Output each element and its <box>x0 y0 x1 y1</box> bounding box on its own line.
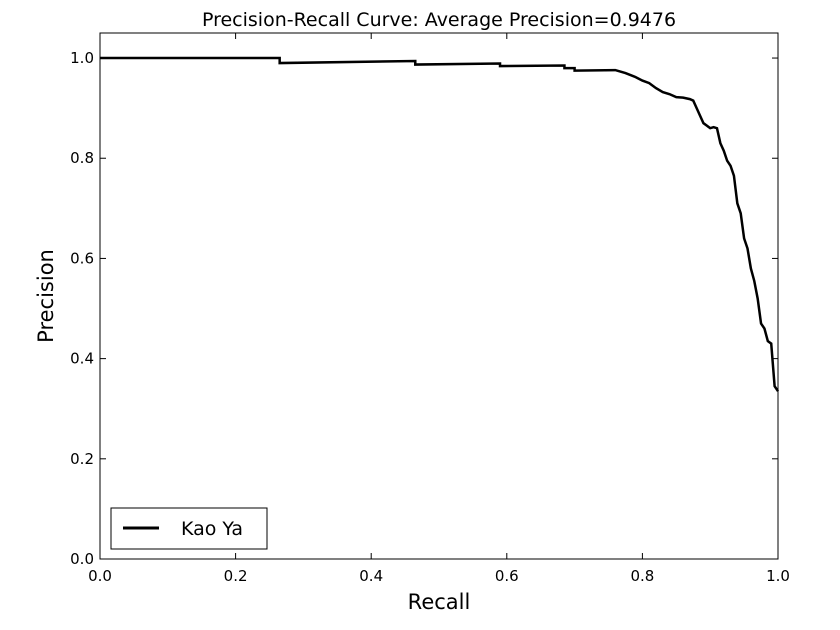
x-axis-label: Recall <box>408 590 471 614</box>
y-tick-label: 1.0 <box>70 49 94 67</box>
y-tick-label: 0.6 <box>70 249 94 267</box>
series-line-kao-ya <box>100 56 780 392</box>
plot-area <box>99 32 779 560</box>
y-axis-label: Precision <box>34 249 58 343</box>
x-tick-label: 0.2 <box>224 567 248 585</box>
y-tick-label: 0.2 <box>70 450 94 468</box>
y-tick-label: 0.0 <box>70 550 94 568</box>
series-group <box>100 56 780 392</box>
y-tick-label: 0.4 <box>70 350 94 368</box>
chart-title: Precision-Recall Curve: Average Precisio… <box>202 9 676 31</box>
x-tick-label: 0.0 <box>88 567 112 585</box>
legend: Kao Ya <box>110 507 268 550</box>
y-tick-label: 0.8 <box>70 149 94 167</box>
x-tick-label: 0.6 <box>495 567 519 585</box>
plot-frame <box>99 32 779 560</box>
x-tick-label: 0.8 <box>630 567 654 585</box>
x-tick-label: 0.4 <box>359 567 383 585</box>
x-tick-label: 1.0 <box>766 567 790 585</box>
axis-ticks: 0.0 0.2 0.4 0.6 0.8 1.0 0.0 0.2 0.4 0.6 0.8 1.0 <box>70 33 790 585</box>
legend-label-kao-ya: Kao Ya <box>181 518 243 540</box>
